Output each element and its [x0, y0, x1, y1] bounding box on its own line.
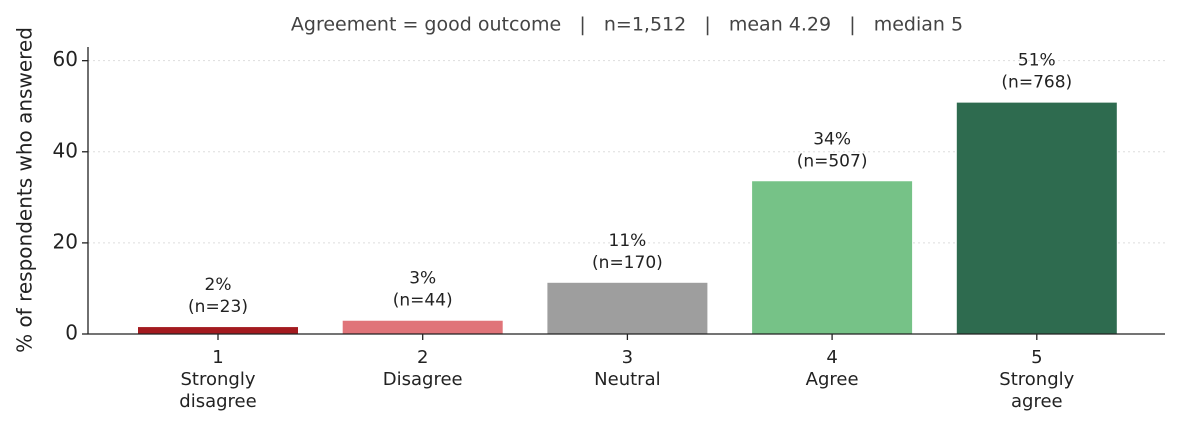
y-tick-label: 0 [65, 321, 78, 345]
value-label: 34% [813, 129, 851, 149]
count-label: (n=44) [393, 291, 453, 311]
count-label: (n=23) [188, 297, 248, 317]
y-axis-label: % of respondents who answered [13, 27, 37, 353]
bar [956, 102, 1117, 334]
value-label: 11% [609, 231, 647, 251]
value-label: 2% [205, 275, 232, 295]
x-tick-label: 2 Disagree [383, 347, 463, 390]
bar [752, 181, 913, 334]
value-label: 51% [1018, 51, 1056, 71]
count-label: (n=170) [592, 253, 663, 273]
x-tick-label: 5 Strongly agree [999, 347, 1074, 412]
bar [138, 327, 298, 334]
chart-title: Agreement = good outcome | n=1,512 | mea… [291, 14, 963, 36]
count-label: (n=768) [1001, 73, 1072, 93]
x-tick-label: 4 Agree [806, 347, 859, 390]
bar [342, 320, 503, 334]
x-tick-label: 3 Neutral [594, 347, 660, 390]
x-tick-label: 1 Strongly disagree [179, 347, 256, 412]
bar [547, 282, 708, 334]
count-label: (n=507) [797, 151, 868, 171]
y-tick-label: 40 [53, 138, 78, 162]
value-label: 3% [409, 269, 436, 289]
y-tick-label: 60 [53, 47, 78, 71]
y-tick-label: 20 [53, 229, 78, 253]
